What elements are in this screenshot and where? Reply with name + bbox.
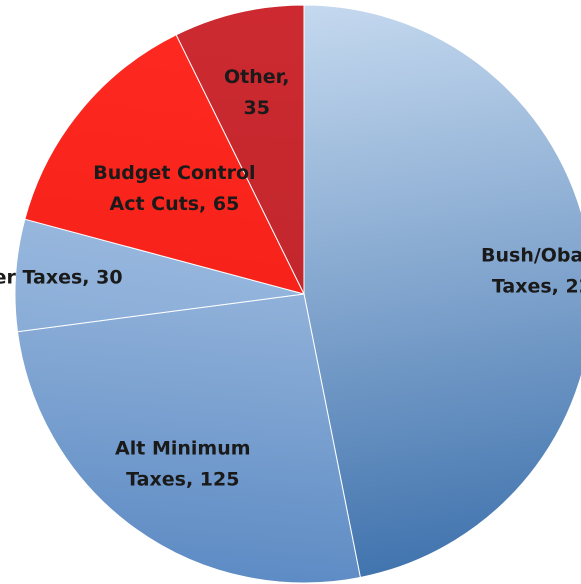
slice-label-line: Bush/Obama — [481, 244, 581, 266]
slice-label-line: Budget Control — [93, 162, 255, 184]
slice-label-1: Alt Minimum Taxes, 125 — [115, 438, 251, 491]
slice-label-line: Alt Minimum — [115, 438, 251, 460]
slice-label-line: Act Cuts, 65 — [109, 193, 239, 215]
pie-slice-0 — [303, 4, 581, 579]
slice-label-line: Other Taxes, 30 — [0, 267, 123, 289]
slice-label-2: Other Taxes, 30 — [0, 267, 123, 289]
slice-label-line: Other, — [224, 66, 289, 88]
pie-slice-3 — [24, 34, 305, 295]
pie-slice-4 — [175, 4, 305, 295]
slice-label-line: Taxes, 125 — [126, 469, 239, 491]
slice-label-0: Bush/Obama Taxes, 225 — [481, 244, 581, 297]
slice-label-line: 35 — [243, 97, 269, 119]
slice-label-3: Budget Control Act Cuts, 65 — [93, 162, 255, 215]
pie-slice-2 — [14, 218, 305, 333]
slice-label-line: Taxes, 225 — [492, 275, 581, 297]
pie-slice-1 — [16, 293, 361, 584]
pie-slices — [14, 4, 581, 584]
pie-labels: Bush/Obama Taxes, 225 Alt Minimum Taxes, 12… — [0, 66, 581, 491]
slice-label-4: Other, 35 — [224, 66, 289, 119]
